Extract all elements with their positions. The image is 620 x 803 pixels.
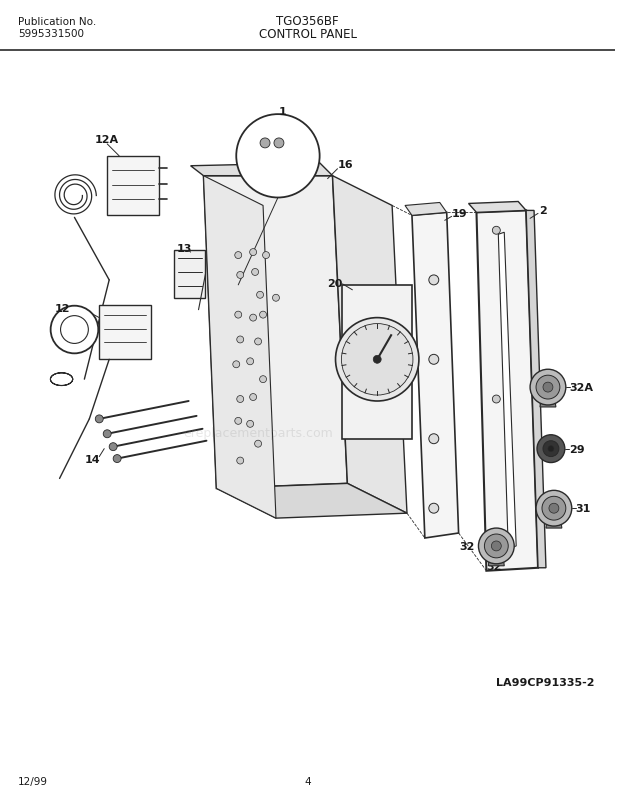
Circle shape bbox=[543, 383, 553, 393]
Circle shape bbox=[95, 415, 104, 423]
Text: TGO356BF: TGO356BF bbox=[277, 14, 339, 28]
Circle shape bbox=[51, 306, 99, 354]
Polygon shape bbox=[546, 514, 562, 528]
Circle shape bbox=[257, 292, 264, 299]
Circle shape bbox=[537, 435, 565, 463]
Circle shape bbox=[237, 336, 244, 344]
Circle shape bbox=[492, 540, 500, 547]
Polygon shape bbox=[107, 157, 159, 216]
Circle shape bbox=[260, 377, 267, 383]
Circle shape bbox=[236, 115, 320, 198]
Text: 5995331500: 5995331500 bbox=[18, 29, 84, 39]
Circle shape bbox=[335, 318, 419, 402]
Text: 32: 32 bbox=[487, 561, 502, 571]
Circle shape bbox=[274, 139, 284, 149]
Polygon shape bbox=[498, 233, 516, 549]
Circle shape bbox=[235, 252, 242, 259]
Text: 4: 4 bbox=[304, 777, 311, 786]
Circle shape bbox=[255, 339, 262, 345]
Circle shape bbox=[492, 396, 500, 403]
Circle shape bbox=[247, 358, 254, 365]
Text: 13: 13 bbox=[177, 244, 192, 254]
Polygon shape bbox=[489, 551, 504, 566]
Circle shape bbox=[252, 269, 259, 276]
Polygon shape bbox=[342, 286, 412, 439]
Circle shape bbox=[479, 528, 514, 564]
Circle shape bbox=[429, 434, 439, 444]
Circle shape bbox=[272, 295, 280, 302]
Text: Publication No.: Publication No. bbox=[18, 17, 96, 26]
Polygon shape bbox=[260, 144, 270, 172]
Circle shape bbox=[549, 503, 559, 514]
Polygon shape bbox=[469, 202, 526, 213]
Circle shape bbox=[492, 227, 500, 235]
Text: 12: 12 bbox=[55, 304, 70, 313]
Circle shape bbox=[113, 455, 121, 463]
Circle shape bbox=[61, 316, 88, 344]
Polygon shape bbox=[174, 251, 205, 299]
Polygon shape bbox=[203, 177, 347, 489]
Text: 32A: 32A bbox=[570, 382, 594, 393]
Circle shape bbox=[255, 441, 262, 447]
Circle shape bbox=[492, 541, 502, 551]
Text: LA99CP91335-2: LA99CP91335-2 bbox=[497, 677, 595, 687]
Circle shape bbox=[250, 249, 257, 256]
Circle shape bbox=[235, 312, 242, 319]
Circle shape bbox=[530, 369, 566, 406]
Polygon shape bbox=[190, 164, 332, 177]
Polygon shape bbox=[216, 483, 407, 519]
Circle shape bbox=[109, 443, 117, 451]
Polygon shape bbox=[412, 213, 459, 538]
Circle shape bbox=[104, 430, 111, 438]
Text: 14: 14 bbox=[84, 454, 100, 464]
Polygon shape bbox=[332, 177, 407, 514]
Circle shape bbox=[542, 497, 566, 520]
Circle shape bbox=[536, 491, 572, 527]
Circle shape bbox=[260, 312, 267, 319]
Text: 32: 32 bbox=[459, 541, 474, 551]
Circle shape bbox=[342, 324, 413, 396]
Text: 12/99: 12/99 bbox=[18, 777, 48, 786]
Circle shape bbox=[373, 356, 381, 364]
Circle shape bbox=[262, 252, 270, 259]
Circle shape bbox=[250, 315, 257, 322]
Circle shape bbox=[543, 441, 559, 457]
Circle shape bbox=[237, 458, 244, 464]
Circle shape bbox=[429, 355, 439, 365]
Circle shape bbox=[237, 396, 244, 403]
Circle shape bbox=[232, 361, 240, 369]
Circle shape bbox=[235, 418, 242, 425]
Text: CONTROL PANEL: CONTROL PANEL bbox=[259, 28, 356, 41]
Text: 16: 16 bbox=[337, 160, 353, 169]
Circle shape bbox=[237, 272, 244, 279]
Polygon shape bbox=[526, 211, 546, 568]
Circle shape bbox=[548, 446, 554, 452]
Text: 19: 19 bbox=[451, 209, 467, 219]
Circle shape bbox=[429, 503, 439, 514]
Polygon shape bbox=[477, 211, 538, 571]
Text: 2: 2 bbox=[539, 206, 547, 216]
Circle shape bbox=[536, 376, 560, 400]
Text: 20: 20 bbox=[327, 279, 343, 288]
Polygon shape bbox=[99, 305, 151, 360]
Circle shape bbox=[429, 275, 439, 286]
Circle shape bbox=[484, 534, 508, 558]
Text: 12A: 12A bbox=[94, 135, 118, 145]
Text: 31: 31 bbox=[576, 503, 591, 514]
Circle shape bbox=[247, 421, 254, 428]
Circle shape bbox=[260, 139, 270, 149]
Polygon shape bbox=[405, 203, 446, 216]
Polygon shape bbox=[203, 177, 276, 519]
Polygon shape bbox=[274, 144, 284, 172]
Polygon shape bbox=[540, 393, 556, 407]
Text: 1: 1 bbox=[279, 107, 287, 117]
Text: 29: 29 bbox=[569, 444, 585, 454]
Circle shape bbox=[250, 394, 257, 401]
Text: ereplacementparts.com: ereplacementparts.com bbox=[184, 427, 334, 440]
